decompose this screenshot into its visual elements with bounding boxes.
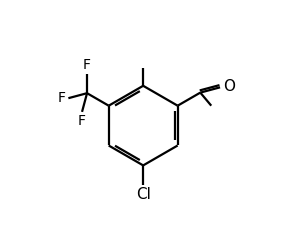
Text: F: F xyxy=(58,91,66,105)
Text: F: F xyxy=(83,58,91,72)
Text: Cl: Cl xyxy=(136,187,151,202)
Text: F: F xyxy=(78,114,86,128)
Text: O: O xyxy=(223,79,235,94)
